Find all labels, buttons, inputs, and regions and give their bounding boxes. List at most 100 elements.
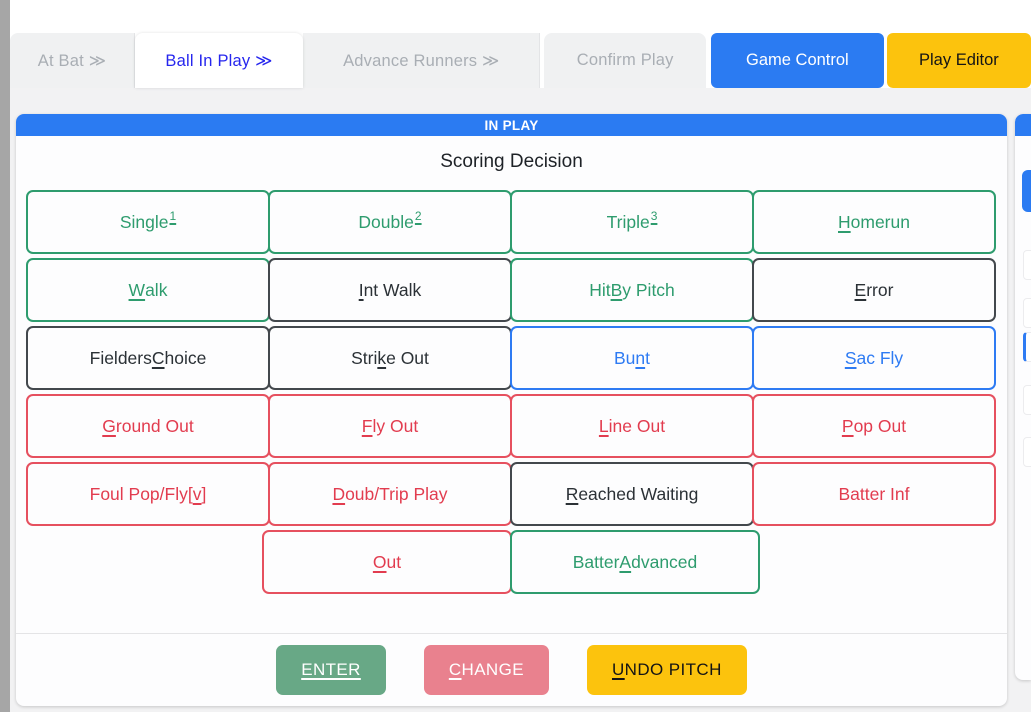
play-editor-button[interactable]: Play Editor	[886, 33, 1031, 88]
label-part: E	[854, 279, 867, 300]
label-part: D	[332, 483, 346, 504]
tab-label: Ball In Play ≫	[165, 51, 273, 70]
label-part: NDO PITCH	[624, 660, 722, 679]
label-part: 1	[169, 209, 177, 223]
label-part: y Pitch	[622, 279, 675, 300]
label-part: Batter	[572, 551, 620, 572]
label-part: B	[610, 279, 623, 300]
label-part: ly Out	[372, 415, 419, 436]
label-part: ine Out	[608, 415, 666, 436]
label-part: A	[619, 551, 632, 572]
label-part: R	[565, 483, 579, 504]
label-part: v	[192, 483, 202, 504]
workflow-tab-bar: At Bat ≫ Ball In Play ≫ Advance Runners ≫ C…	[10, 33, 1031, 88]
side-panel-item-selected[interactable]	[1023, 332, 1031, 362]
label-part: rror	[866, 279, 894, 300]
label-part: C	[151, 347, 165, 368]
label-part: nt Walk	[363, 279, 422, 300]
label-part: k	[377, 347, 387, 368]
label-part: O	[372, 551, 387, 572]
side-panel-item[interactable]	[1023, 250, 1031, 280]
side-panel-header	[1015, 114, 1031, 136]
tab-advance-runners[interactable]: Advance Runners ≫	[303, 33, 541, 88]
play-batter-inf[interactable]: Batter Inf	[752, 462, 996, 526]
label-part: 2	[414, 209, 422, 223]
label-part: U	[611, 660, 625, 679]
label-part: n	[635, 347, 646, 368]
label-part: Stri	[351, 347, 378, 368]
label-part: ]	[201, 483, 207, 504]
footer-divider	[16, 633, 1007, 634]
label-part: G	[102, 415, 116, 436]
tab-label: Confirm Play	[576, 51, 674, 69]
label-part: C	[448, 660, 462, 679]
label-part: Bu	[613, 347, 636, 368]
label-part: Fielders	[89, 347, 152, 368]
tab-ball-in-play[interactable]: Ball In Play ≫	[134, 33, 304, 88]
enter-button[interactable]: ENTER	[276, 645, 386, 695]
label-part: Double	[358, 211, 414, 232]
play-double2[interactable]: Double 2	[268, 190, 512, 254]
play-single1[interactable]: Single 1	[26, 190, 270, 254]
undo-pitch-button[interactable]: U NDO PITCH	[586, 645, 747, 695]
label-part: omerun	[850, 211, 910, 232]
label-part: 3	[650, 209, 658, 223]
side-panel-item[interactable]	[1023, 385, 1031, 415]
change-button[interactable]: C HANGE	[423, 645, 549, 695]
side-panel-blue-button[interactable]	[1022, 170, 1031, 212]
grid-empty-cell	[26, 530, 264, 594]
button-label: Play Editor	[919, 51, 999, 69]
side-panel-partial	[1015, 114, 1031, 680]
label-part: HANGE	[461, 660, 524, 679]
side-panel-item[interactable]	[1023, 298, 1031, 328]
label-part: t	[645, 347, 650, 368]
play-triple3[interactable]: Triple 3	[510, 190, 754, 254]
label-part: H	[838, 211, 851, 232]
play-strike-out[interactable]: Stri k e Out	[268, 326, 512, 390]
label-part: ac Fly	[856, 347, 904, 368]
button-label: Game Control	[746, 51, 849, 69]
label-part: W	[128, 279, 146, 300]
play-bunt[interactable]: Bu n t	[510, 326, 754, 390]
label-part: eached Waiting	[578, 483, 699, 504]
footer-actions: ENTER C HANGE U NDO PITCH	[16, 645, 1007, 695]
label-part: round Out	[115, 415, 194, 436]
tab-confirm-play[interactable]: Confirm Play	[544, 33, 706, 88]
top-whitespace	[10, 0, 1031, 33]
game-control-button[interactable]: Game Control	[710, 33, 884, 88]
play-foul-pop-fly-v[interactable]: Foul Pop/Fly[v]	[26, 462, 270, 526]
label-part: op Out	[853, 415, 907, 436]
label-part: alk	[145, 279, 168, 300]
panel-header: IN PLAY	[16, 114, 1007, 136]
label-part: L	[598, 415, 609, 436]
label-part: Single	[119, 211, 169, 232]
label-part: ut	[386, 551, 402, 572]
side-panel-item[interactable]	[1023, 437, 1031, 467]
label-part: ENTER	[301, 660, 361, 679]
label-part: Triple	[606, 211, 650, 232]
tab-at-bat[interactable]: At Bat ≫	[10, 33, 135, 88]
label-part: e Out	[386, 347, 429, 368]
label-part: I	[358, 279, 364, 300]
label-part: P	[841, 415, 854, 436]
